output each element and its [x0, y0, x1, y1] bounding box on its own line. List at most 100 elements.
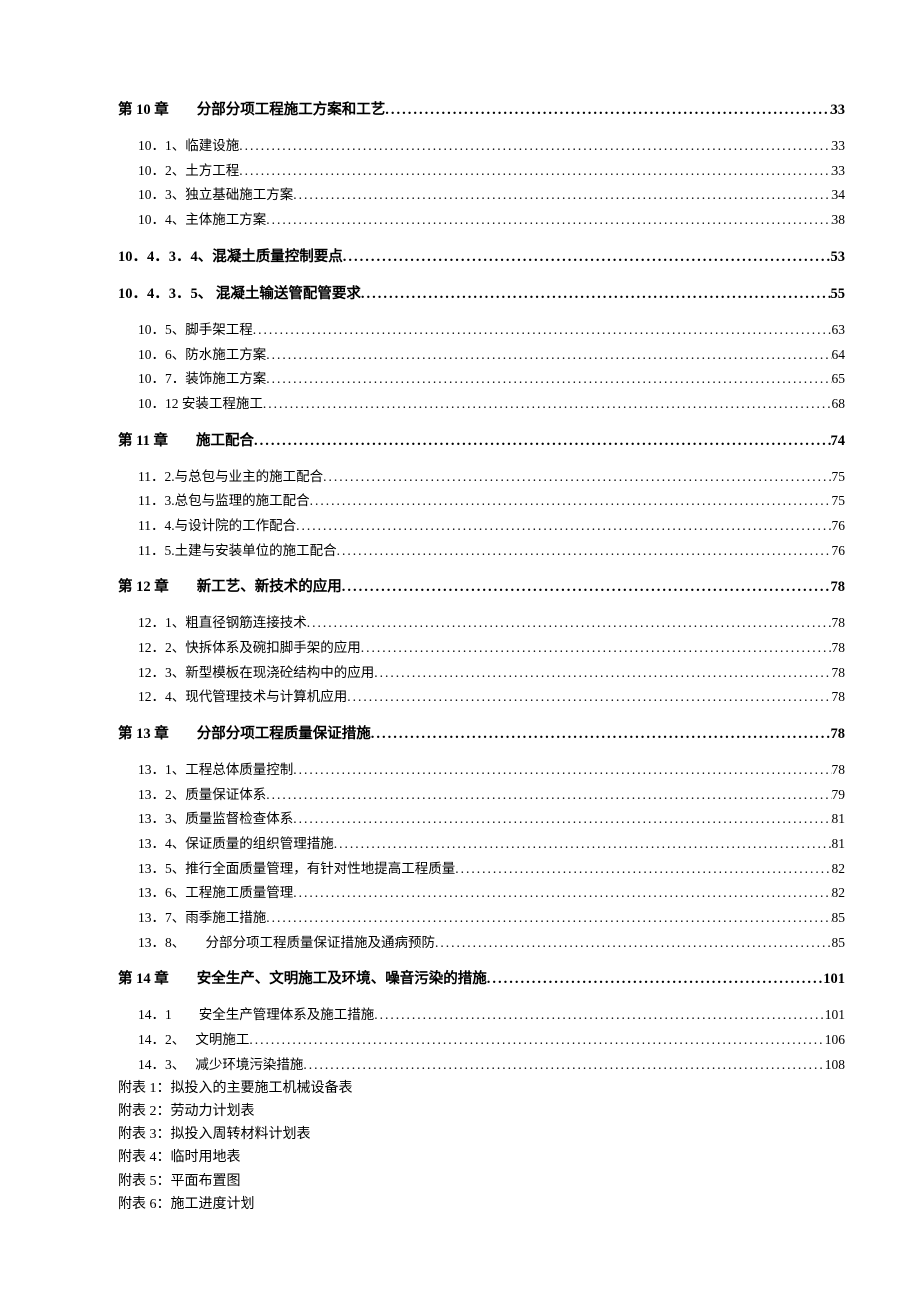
toc-entry: 13．1、工程总体质量控制...........................… [118, 758, 845, 782]
toc-entry-title: 10．7．装饰施工方案 [138, 367, 266, 391]
toc-page-number: 64 [832, 343, 846, 367]
toc-page-number: 76 [832, 514, 846, 538]
toc-entry: 10．6、防水施工方案.............................… [118, 343, 845, 367]
toc-leader-dots: ........................................… [343, 246, 831, 269]
toc-entry-title: 12．1、粗直径钢筋连接技术 [138, 611, 307, 635]
toc-entry: 10．3、独立基础施工方案...........................… [118, 183, 845, 207]
toc-entry-title: 10．5、脚手架工程 [138, 318, 253, 342]
toc-entry: 13．8、 分部分项工程质量保证措施及通病预防.................… [118, 931, 845, 955]
toc-entry: 10．12 安装工程施工............................… [118, 392, 845, 416]
appendix-entry: 附表 3：拟投入周转材料计划表 [118, 1123, 845, 1146]
toc-leader-dots: ........................................… [347, 685, 831, 709]
toc-page-number: 85 [832, 906, 846, 930]
toc-chapter-prefix: 第 11 章 [118, 433, 168, 449]
appendix-entry: 附表 1：拟投入的主要施工机械设备表 [118, 1077, 845, 1100]
toc-page-number: 75 [832, 489, 846, 513]
toc-page-number: 101 [825, 1003, 845, 1027]
toc-leader-dots: ........................................… [293, 758, 831, 782]
toc-entry: 13．2、质量保证体系.............................… [118, 783, 845, 807]
toc-leader-dots: ........................................… [266, 906, 831, 930]
toc-leader-dots: ........................................… [266, 783, 831, 807]
toc-entry-title: 12．2、快拆体系及碗扣脚手架的应用 [138, 636, 361, 660]
toc-entry: 10．5、脚手架工程..............................… [118, 318, 845, 342]
toc-entry: 10．2、土方工程...............................… [118, 159, 845, 183]
toc-entry: 10．4．3．5、 混凝土输送管配管要求....................… [118, 283, 845, 306]
toc-entry: 第 10 章分部分项工程施工方案和工艺.....................… [118, 99, 845, 122]
toc-chapter-prefix: 第 13 章 [118, 726, 169, 742]
toc-leader-dots: ........................................… [337, 539, 832, 563]
toc-entry: 12．2、快拆体系及碗扣脚手架的应用......................… [118, 636, 845, 660]
toc-leader-dots: ........................................… [293, 881, 831, 905]
toc-page-number: 78 [832, 611, 846, 635]
toc-entry-title: 14．1 安全生产管理体系及施工措施 [138, 1003, 374, 1027]
toc-chapter-prefix: 第 10 章 [118, 102, 169, 118]
appendix-entry: 附表 2：劳动力计划表 [118, 1100, 845, 1123]
toc-page-number: 79 [832, 783, 846, 807]
toc-entry-title: 13．2、质量保证体系 [138, 783, 266, 807]
toc-page-number: 78 [832, 758, 846, 782]
toc-page-number: 53 [831, 246, 846, 269]
toc-entry: 13．6、工程施工质量管理...........................… [118, 881, 845, 905]
toc-page-number: 38 [832, 208, 846, 232]
toc-leader-dots: ........................................… [253, 318, 832, 342]
toc-page-number: 106 [825, 1028, 845, 1052]
toc-page-number: 78 [832, 636, 846, 660]
toc-page-number: 55 [831, 283, 846, 306]
toc-entry: 第 12 章新工艺、新技术的应用........................… [118, 576, 845, 599]
toc-entry-title: 10．4、主体施工方案 [138, 208, 266, 232]
toc-entry-title: 10．12 安装工程施工 [138, 392, 263, 416]
toc-page-number: 75 [832, 465, 846, 489]
toc-page-number: 78 [831, 723, 846, 746]
toc-entry-title: 11．3.总包与监理的施工配合 [138, 489, 310, 513]
toc-leader-dots: ........................................… [487, 968, 824, 991]
toc-leader-dots: ........................................… [310, 489, 832, 513]
toc-entry: 第 11 章施工配合..............................… [118, 430, 845, 453]
toc-entry-title: 第 11 章施工配合 [118, 430, 254, 453]
toc-entry-title: 12．4、现代管理技术与计算机应用 [138, 685, 347, 709]
toc-entry-title: 14．2、 文明施工 [138, 1028, 249, 1052]
toc-entry: 12．1、粗直径钢筋连接技术..........................… [118, 611, 845, 635]
toc-page-number: 82 [832, 881, 846, 905]
toc-leader-dots: ........................................… [249, 1028, 824, 1052]
toc-entry-title: 11．5.土建与安装单位的施工配合 [138, 539, 337, 563]
toc-leader-dots: ........................................… [293, 183, 831, 207]
toc-leader-dots: ........................................… [296, 514, 831, 538]
toc-entry: 11．4.与设计院的工作配合..........................… [118, 514, 845, 538]
toc-page-number: 85 [832, 931, 846, 955]
toc-page-number: 33 [831, 99, 846, 122]
toc-entry-title: 第 12 章新工艺、新技术的应用 [118, 576, 342, 599]
toc-page-number: 63 [832, 318, 846, 342]
toc-leader-dots: ........................................… [361, 636, 832, 660]
toc-page-number: 34 [832, 183, 846, 207]
toc-leader-dots: ........................................… [266, 367, 831, 391]
toc-entry: 10．7．装饰施工方案.............................… [118, 367, 845, 391]
table-of-contents: 第 10 章分部分项工程施工方案和工艺.....................… [118, 99, 845, 1076]
toc-chapter-prefix: 第 12 章 [118, 579, 169, 595]
toc-entry-title: 10．2、土方工程 [138, 159, 239, 183]
toc-leader-dots: ........................................… [455, 857, 831, 881]
toc-entry: 11．3.总包与监理的施工配合.........................… [118, 489, 845, 513]
toc-leader-dots: ........................................… [266, 343, 831, 367]
toc-entry-title: 13．1、工程总体质量控制 [138, 758, 293, 782]
toc-entry: 第 14 章安全生产、文明施工及环境、噪音污染的措施..............… [118, 968, 845, 991]
toc-entry: 14．2、 文明施工..............................… [118, 1028, 845, 1052]
toc-entry-title: 13．3、质量监督检查体系 [138, 807, 293, 831]
toc-entry-title: 10．4．3．5、 混凝土输送管配管要求 [118, 283, 361, 306]
toc-entry-title: 第 14 章安全生产、文明施工及环境、噪音污染的措施 [118, 968, 487, 991]
toc-leader-dots: ........................................… [263, 392, 832, 416]
toc-leader-dots: ........................................… [371, 723, 831, 746]
toc-entry-title: 13．4、保证质量的组织管理措施 [138, 832, 334, 856]
toc-entry-title: 10．6、防水施工方案 [138, 343, 266, 367]
toc-leader-dots: ........................................… [342, 576, 831, 599]
toc-page-number: 68 [832, 392, 846, 416]
toc-leader-dots: ........................................… [374, 1003, 825, 1027]
toc-entry-title: 12．3、新型模板在现浇砼结构中的应用 [138, 661, 374, 685]
toc-entry-title: 第 13 章分部分项工程质量保证措施 [118, 723, 371, 746]
toc-page-number: 101 [823, 968, 845, 991]
toc-entry-title: 10．1、临建设施 [138, 134, 239, 158]
toc-page-number: 81 [832, 807, 846, 831]
toc-page-number: 78 [832, 661, 846, 685]
toc-entry-title: 13．8、 分部分项工程质量保证措施及通病预防 [138, 931, 435, 955]
toc-leader-dots: ........................................… [239, 159, 831, 183]
toc-entry-title: 10．4．3．4、混凝土质量控制要点 [118, 246, 343, 269]
